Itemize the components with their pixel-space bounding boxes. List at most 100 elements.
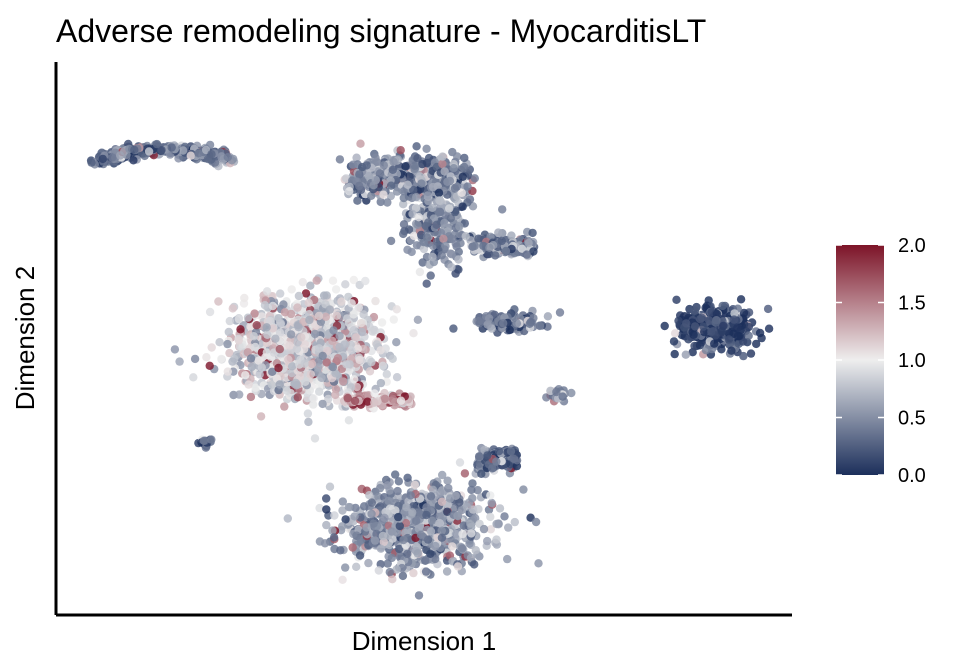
scatter-point — [352, 562, 361, 571]
scatter-point — [380, 513, 389, 522]
scatter-point — [207, 150, 216, 159]
scatter-point — [509, 454, 518, 463]
scatter-point — [670, 329, 680, 338]
scatter-point — [315, 387, 324, 396]
scatter-point — [450, 184, 460, 193]
scatter-point — [244, 380, 253, 389]
scatter-point — [409, 185, 418, 195]
scatter-point — [498, 205, 507, 214]
scatter-point — [374, 566, 383, 575]
scatter-point — [695, 341, 705, 350]
scatter-point — [440, 167, 449, 176]
scatter-point — [254, 356, 263, 365]
scatter-point — [393, 486, 402, 496]
scatter-point — [341, 563, 350, 572]
scatter-point — [471, 514, 480, 523]
scatter-point — [467, 529, 476, 538]
scatter-point — [465, 539, 474, 548]
scatter-point — [347, 299, 356, 308]
scatter-point — [207, 435, 216, 444]
scatter-point — [372, 157, 381, 166]
scatter-point — [441, 241, 450, 251]
scatter-point — [275, 345, 284, 354]
scatter-point — [423, 239, 432, 248]
scatter-point — [492, 457, 501, 466]
scatter-point — [344, 318, 354, 328]
cluster-bottom-cluster — [283, 458, 543, 600]
scatter-point — [681, 350, 690, 359]
scatter-point — [733, 332, 743, 341]
scatter-point — [466, 553, 476, 563]
scatter-point — [492, 535, 501, 544]
scatter-point — [426, 271, 435, 280]
scatter-point — [267, 380, 277, 389]
scatter-point — [535, 321, 544, 330]
scatter-point — [322, 494, 331, 503]
scatter-point — [455, 498, 464, 507]
scatter-point — [343, 393, 352, 403]
scatter-point — [303, 409, 313, 418]
scatter-point — [385, 567, 394, 577]
scatter-point — [338, 506, 347, 515]
scatter-point — [377, 318, 387, 327]
scatter-point — [689, 330, 698, 339]
scatter-point — [421, 556, 430, 565]
scatter-point — [337, 297, 346, 306]
scatter-point — [355, 551, 365, 560]
scatter-point — [410, 480, 420, 490]
scatter-point — [352, 153, 361, 162]
scatter-point — [697, 313, 707, 323]
scatter-point — [375, 169, 385, 178]
scatter-point — [295, 372, 305, 381]
scatter-point — [274, 363, 283, 373]
scatter-point — [453, 511, 462, 520]
scatter-point — [392, 528, 402, 537]
scatter-point — [403, 180, 412, 189]
scatter-point — [129, 156, 138, 165]
scatter-point — [304, 298, 313, 307]
scatter-point — [391, 470, 400, 479]
scatter-point — [249, 332, 258, 341]
scatter-point — [260, 301, 270, 310]
scatter-point — [374, 492, 383, 502]
points-layer — [86, 139, 774, 600]
scatter-point — [497, 236, 506, 246]
scatter-point — [383, 559, 392, 568]
scatter-point — [495, 504, 505, 513]
scatter-point — [507, 231, 516, 240]
scatter-point — [367, 191, 376, 200]
scatter-point — [670, 349, 679, 359]
scatter-point — [87, 158, 96, 167]
scatter-point — [361, 276, 370, 286]
scatter-point — [247, 362, 256, 372]
scatter-point — [483, 451, 492, 460]
scatter-point — [349, 310, 358, 319]
scatter-point — [246, 354, 256, 363]
cluster-small-left-cluster — [194, 435, 216, 452]
scatter-point — [403, 245, 412, 254]
scatter-point — [379, 161, 388, 170]
scatter-point — [434, 188, 444, 197]
scatter-point — [350, 512, 359, 521]
scatter-point — [477, 469, 486, 478]
scatter-point — [414, 508, 423, 517]
scatter-point — [351, 503, 360, 513]
scatter-point — [365, 491, 374, 500]
scatter-point — [424, 218, 433, 227]
scatter-point — [460, 153, 469, 163]
scatter-point — [325, 482, 335, 491]
cluster-middle-left-cluster — [170, 274, 423, 443]
scatter-point — [674, 316, 683, 325]
scatter-point — [437, 251, 446, 260]
cluster-center-bridge — [340, 388, 416, 413]
scatter-point — [333, 354, 343, 363]
scatter-point — [356, 319, 366, 328]
scatter-point — [396, 146, 405, 155]
scatter-point — [322, 291, 331, 300]
scatter-point — [421, 567, 431, 576]
scatter-point — [224, 327, 233, 337]
scatter-point — [341, 515, 350, 524]
scatter-point — [412, 142, 421, 151]
scatter-point — [458, 529, 467, 539]
